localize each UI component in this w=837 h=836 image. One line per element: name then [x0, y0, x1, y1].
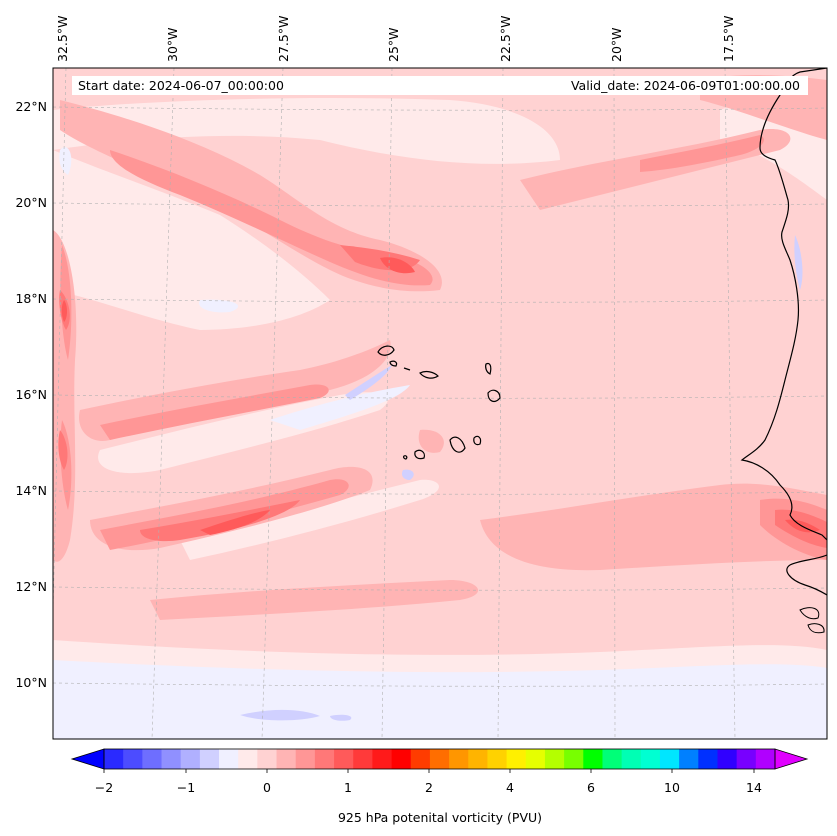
colorbar-cell — [161, 749, 182, 769]
colorbar-cell — [659, 749, 680, 769]
cb-tick-label: 4 — [506, 780, 514, 795]
lon-label: 27.5°W — [276, 16, 291, 62]
lon-label: 20°W — [609, 27, 624, 62]
cb-tick-label: 0 — [263, 780, 271, 795]
lon-label: 30°W — [165, 27, 180, 62]
lat-label: 22°N — [15, 99, 47, 114]
colorbar-extend-min — [70, 748, 105, 770]
pv-contour-blue-light — [53, 147, 827, 739]
longitude-labels: 32.5°W 30°W 27.5°W 25°W 22.5°W 20°W 17.5… — [55, 16, 736, 62]
map-frame — [52, 67, 828, 740]
lat-label: 12°N — [15, 579, 47, 594]
lat-label: 20°N — [15, 195, 47, 210]
colorbar-cell — [295, 749, 316, 769]
colorbar-cell — [525, 749, 546, 769]
colorbar-cell — [429, 749, 450, 769]
colorbar-cell — [276, 749, 297, 769]
colorbar-cell — [698, 749, 718, 769]
colorbar-cell — [468, 749, 488, 769]
colorbar-frame — [103, 748, 776, 770]
cb-tick-label: 10 — [664, 780, 680, 795]
valid-date-text: Valid_date: 2024-06-09T01:00:00.00 — [571, 78, 800, 93]
cb-tick-label: 6 — [587, 780, 595, 795]
lon-label: 32.5°W — [55, 16, 70, 62]
colorbar-cell — [314, 749, 335, 769]
colorbar-label: 925 hPa potenital vorticity (PVU) — [338, 810, 542, 825]
colorbar-cell — [449, 749, 469, 769]
colorbar-cell — [257, 749, 277, 769]
latitude-labels: 22°N 20°N 18°N 16°N 14°N 12°N 10°N — [15, 99, 47, 690]
colorbar-tick-labels: −2 −1 0 1 2 4 6 10 14 — [95, 780, 762, 795]
colorbar-cell — [199, 749, 220, 769]
colorbar: −2 −1 0 1 2 4 6 10 14 925 hPa potenital … — [70, 748, 809, 825]
colorbar-cell — [506, 749, 527, 769]
colorbar-cell — [353, 749, 373, 769]
africa-coastline-south — [786, 554, 827, 596]
colorbar-cell — [487, 749, 507, 769]
colorbar-cell — [602, 749, 623, 769]
colorbar-cell — [755, 749, 776, 769]
cb-tick-label: 14 — [746, 780, 762, 795]
island-bijagos — [799, 607, 825, 634]
colorbar-cell — [564, 749, 584, 769]
colorbar-cell — [104, 749, 124, 769]
colorbar-cell — [334, 749, 354, 769]
colorbar-cell — [679, 749, 699, 769]
cb-tick-label: 1 — [344, 780, 352, 795]
colorbar-cell — [544, 749, 565, 769]
colorbar-cell — [238, 749, 258, 769]
colorbar-extend-max — [774, 748, 809, 770]
map-plot-area: Start date: 2024-06-07_00:00:00 Valid_da… — [53, 68, 827, 739]
cb-tick-label: 2 — [425, 780, 433, 795]
colorbar-cell — [621, 749, 642, 769]
colorbar-cell — [640, 749, 661, 769]
cb-tick-label: −1 — [177, 780, 195, 795]
cb-tick-label: −2 — [95, 780, 113, 795]
lat-label: 16°N — [15, 387, 47, 402]
lat-label: 14°N — [15, 483, 47, 498]
colorbar-cell — [391, 749, 412, 769]
africa-coastline — [740, 68, 827, 541]
lon-label: 17.5°W — [721, 16, 736, 62]
colorbar-cells — [104, 749, 776, 769]
colorbar-cell — [372, 749, 392, 769]
pv-contour-blue — [240, 235, 803, 721]
colorbar-ticks — [103, 769, 755, 773]
colorbar-cell — [583, 749, 603, 769]
header-info-bar — [72, 76, 808, 95]
colorbar-cell — [123, 749, 143, 769]
colorbar-cell — [142, 749, 162, 769]
colorbar-cell — [180, 749, 201, 769]
cape-verde-islands — [377, 345, 501, 460]
graticule — [53, 68, 827, 739]
lon-label: 25°W — [386, 27, 401, 62]
start-date-text: Start date: 2024-06-07_00:00:00 — [78, 78, 284, 93]
lon-label: 22.5°W — [498, 16, 513, 62]
colorbar-cell — [410, 749, 431, 769]
colorbar-cell — [717, 749, 738, 769]
lat-label: 18°N — [15, 291, 47, 306]
colorbar-cell — [736, 749, 757, 769]
colorbar-cell — [219, 749, 239, 769]
lat-label: 10°N — [15, 675, 47, 690]
